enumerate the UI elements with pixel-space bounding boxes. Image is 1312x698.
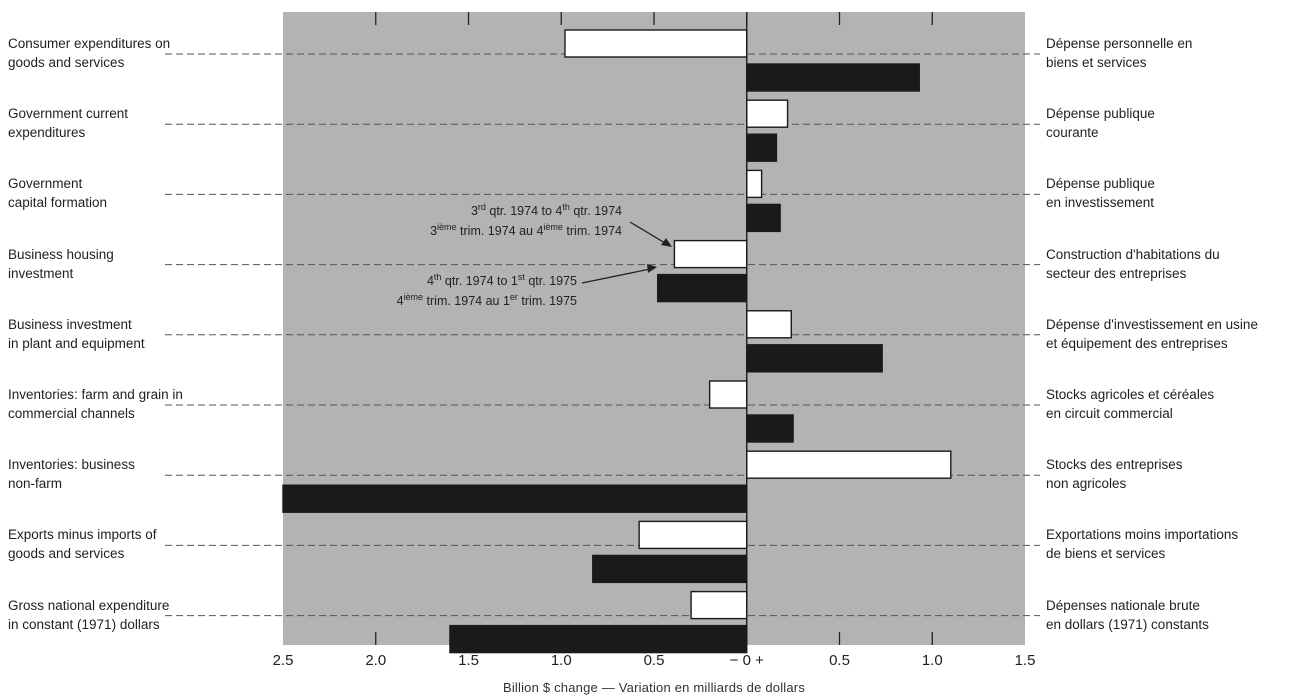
category-label-right: Exportations moins importations de biens… <box>1046 527 1239 562</box>
category-label-left: Exports minus imports of goods and servi… <box>8 527 157 562</box>
x-tick-label: 0.5 <box>829 652 850 669</box>
bar-series-2 <box>746 133 778 162</box>
bar-series-2 <box>449 624 748 654</box>
annotation-text-part: trim. 1975 <box>517 294 577 308</box>
category-label-right: Dépenses nationale brute en dollars (197… <box>1046 597 1209 632</box>
annotation-series-1-line-2: 3ième trim. 1974 au 4ième trim. 1974 <box>430 221 622 238</box>
category-label-left: Government current expenditures <box>8 106 129 141</box>
category-label-right: Construction d'habitations du secteur de… <box>1046 246 1220 281</box>
x-tick-label: − 0 + <box>729 652 764 669</box>
bar-series-2 <box>282 484 748 513</box>
bar-series-1 <box>746 450 952 479</box>
annotation-text-part: 4 <box>426 274 434 288</box>
bar-series-2 <box>657 273 748 303</box>
bar-series-2 <box>746 63 920 92</box>
x-tick-label: 2.5 <box>272 652 294 669</box>
bar-series-2 <box>746 344 883 373</box>
annotation-text-part: trim. 1974 au 1 <box>423 294 510 308</box>
bar-series-1 <box>673 239 748 269</box>
annotation-series-2-line-1: 4th qtr. 1974 to 1st qtr. 1975 <box>397 271 577 288</box>
category-label-left: Inventories: farm and grain in commercia… <box>8 387 183 421</box>
bar-series-1 <box>746 310 792 339</box>
annotation-text-part: qtr. 1974 to 1 <box>441 274 518 288</box>
category-label-left: Gross national expenditure in constant (… <box>8 597 170 632</box>
bar-series-2 <box>746 203 781 233</box>
annotation-text-part: er <box>509 291 518 302</box>
bar-series-1 <box>746 169 763 199</box>
annotation-text-part: 3 <box>430 224 438 238</box>
annotation-text-part: qtr. 1975 <box>524 274 577 288</box>
annotation-text-part: ième <box>403 291 424 302</box>
annotation-arrowhead-2 <box>647 264 657 273</box>
category-label-right: Dépense publique courante <box>1046 106 1155 141</box>
x-tick-label: 1.5 <box>458 652 479 669</box>
annotation-text-part: th <box>433 271 442 282</box>
category-label-right: Stocks agricoles et céréales en circuit … <box>1046 387 1215 421</box>
plot-background <box>283 12 1025 645</box>
annotation-text-part: 3 <box>470 204 478 218</box>
bar-series-1 <box>746 99 789 128</box>
category-label-right: Dépense personnelle en biens et services <box>1046 36 1193 70</box>
annotation-text-part: trim. 1974 <box>562 224 622 238</box>
bar-series-1 <box>638 520 748 550</box>
annotation-text-part: 4 <box>396 294 404 308</box>
annotation-arrow-2 <box>581 267 656 284</box>
x-tick-label: 1.0 <box>921 652 943 669</box>
annotation-text-part: rd <box>477 201 486 212</box>
x-axis-title: Billion $ change — Variation en milliard… <box>502 680 806 695</box>
category-label-right: Dépense publique en investissement <box>1046 176 1155 211</box>
annotation-series-1-line-1: 3rd qtr. 1974 to 4th qtr. 1974 <box>430 201 622 218</box>
bar-series-1 <box>564 29 748 58</box>
annotation-series-2-line-2: 4ième trim. 1974 au 1er trim. 1975 <box>396 291 577 308</box>
category-label-left: Business housing investment <box>8 246 114 281</box>
annotation-series-1: 3rd qtr. 1974 to 4th qtr. 1974 3ième tri… <box>430 201 622 238</box>
category-label-left: Government capital formation <box>8 176 108 211</box>
bar-series-1 <box>690 590 748 620</box>
category-label-right: Dépense d'investissement en usine et équ… <box>1046 316 1258 351</box>
annotation-text-part: th <box>562 201 570 212</box>
annotation-arrowhead-1 <box>661 238 672 247</box>
x-tick-label: 0.5 <box>643 652 665 669</box>
annotation-text-part: ième <box>543 221 563 232</box>
category-label-left: Business investment in plant and equipme… <box>8 316 145 351</box>
x-tick-label: 2.0 <box>365 652 387 669</box>
annotation-text-part: qtr. 1974 <box>569 204 622 218</box>
x-tick-label: 1.5 <box>1014 652 1036 669</box>
bar-series-1 <box>708 380 748 409</box>
annotation-series-2: 4th qtr. 1974 to 1st qtr. 1975 4ième tri… <box>396 271 577 308</box>
category-label-left: Inventories: business non-farm <box>8 457 135 492</box>
x-tick-label: 1.0 <box>550 652 572 669</box>
annotation-text-part: ième <box>437 221 457 232</box>
annotation-text-part: qtr. 1974 to 4 <box>485 204 563 218</box>
annotation-text-part: trim. 1974 au 4 <box>456 224 544 238</box>
category-label-right: Stocks des entreprises non agricoles <box>1046 457 1183 492</box>
bar-series-2 <box>746 414 794 443</box>
bar-series-2 <box>592 554 748 584</box>
annotation-text-part: st <box>517 271 525 282</box>
category-label-left: Consumer expenditures on goods and servi… <box>8 36 171 70</box>
